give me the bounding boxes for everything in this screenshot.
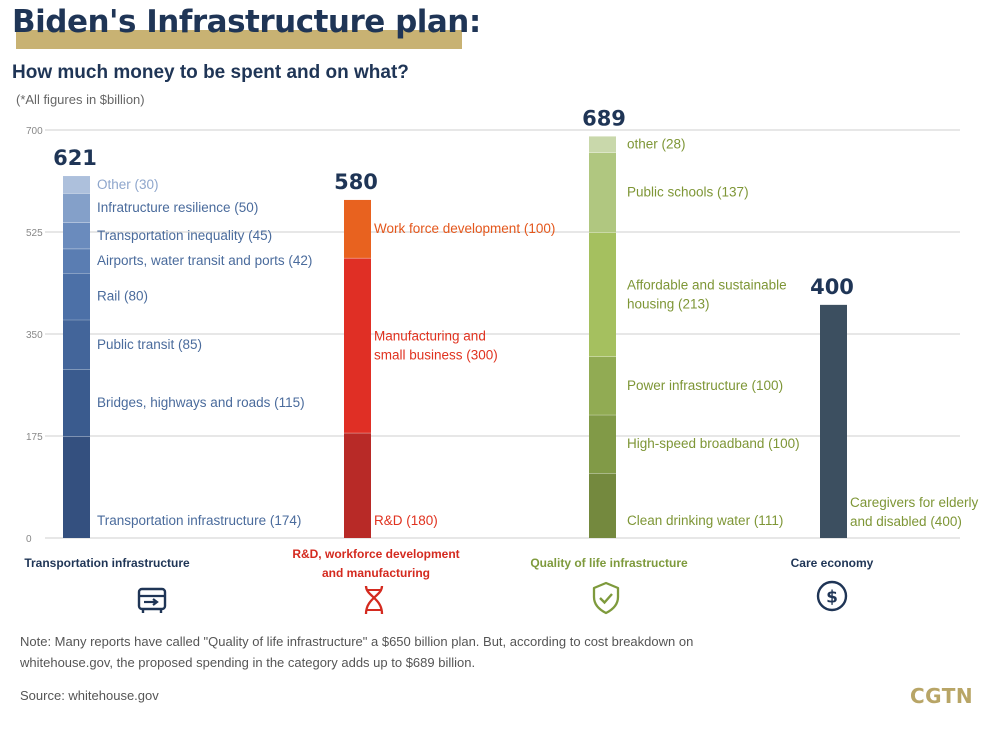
segment-label: Other (30): [97, 177, 159, 192]
bar-segment: [63, 193, 90, 223]
category-label: R&D, workforce development: [292, 547, 459, 561]
segment-label: Public schools (137): [627, 185, 749, 200]
bar-segment: [344, 199, 371, 259]
segment-label: R&D (180): [374, 513, 438, 528]
segment-label: Infratructure resilience (50): [97, 200, 258, 215]
segment-label: Transportation inequality (45): [97, 228, 272, 243]
segment-label: Power infrastructure (100): [627, 378, 783, 393]
bar-total-label: 621: [53, 146, 97, 170]
segment-label: High-speed broadband (100): [627, 436, 800, 451]
title-highlight: [16, 30, 462, 49]
segment-label: Airports, water transit and ports (42): [97, 253, 312, 268]
segment-label: Transportation infrastructure (174): [97, 513, 301, 528]
vehicle-screen-icon: [134, 582, 170, 618]
title-block: Biden's Infrastructure plan:: [12, 4, 481, 49]
bar-segment: [589, 152, 616, 233]
y-tick-label: 175: [26, 432, 43, 443]
bar-segment: [63, 273, 90, 321]
segment-label: housing (213): [627, 297, 710, 312]
category-label: Transportation infrastructure: [24, 556, 190, 570]
bar-segment: [820, 304, 847, 538]
segment-label: Affordable and sustainable: [627, 278, 787, 293]
bar-segment: [63, 248, 90, 274]
bar-segment: [589, 232, 616, 357]
bar-segment: [63, 320, 90, 370]
segment-label: other (28): [627, 137, 686, 152]
segment-label: and disabled (400): [850, 514, 962, 529]
bar-segment: [63, 176, 90, 194]
svg-text:$: $: [826, 588, 838, 608]
bar-segment: [63, 369, 90, 437]
page-title: Biden's Infrastructure plan:: [12, 4, 481, 40]
segment-label: Manufacturing and: [374, 329, 486, 344]
bar-segment: [589, 136, 616, 153]
page-subtitle: How much money to be spent and on what?: [12, 62, 409, 83]
source-text: Source: whitehouse.gov: [20, 688, 159, 703]
y-tick-label: 700: [26, 126, 43, 137]
bar-segment: [344, 433, 371, 538]
bar-total-label: 689: [582, 106, 626, 130]
segment-label: Rail (80): [97, 289, 148, 304]
segment-label: Clean drinking water (111): [627, 513, 783, 528]
segment-label: Public transit (85): [97, 337, 202, 352]
segment-label: Bridges, highways and roads (115): [97, 395, 305, 410]
segment-label: small business (300): [374, 348, 498, 363]
bar-segment: [63, 436, 90, 538]
bar-segment: [63, 222, 90, 249]
footnote: Note: Many reports have called "Quality …: [20, 634, 694, 670]
dna-icon: [356, 582, 392, 618]
bar-segment: [589, 473, 616, 538]
category-label: Quality of life infrastructure: [530, 556, 688, 570]
y-tick-label: 350: [26, 330, 43, 341]
y-tick-label: 0: [26, 534, 32, 545]
category-label: Care economy: [791, 556, 874, 570]
shield-check-icon: [588, 580, 624, 616]
segment-label: Caregivers for elderly: [850, 495, 979, 510]
bar-total-label: 400: [810, 275, 854, 299]
bar-segment: [344, 258, 371, 434]
category-label: and manufacturing: [322, 566, 430, 580]
y-tick-label: 525: [26, 228, 43, 239]
segment-label: Work force development (100): [374, 221, 555, 236]
unit-note: (*All figures in $billion): [16, 92, 145, 107]
brand-logo: CGTN: [910, 684, 974, 708]
bar-total-label: 580: [334, 170, 378, 194]
bar-segment: [589, 356, 616, 416]
bar-segment: [589, 415, 616, 474]
dollar-circle-icon: $: [814, 578, 850, 614]
